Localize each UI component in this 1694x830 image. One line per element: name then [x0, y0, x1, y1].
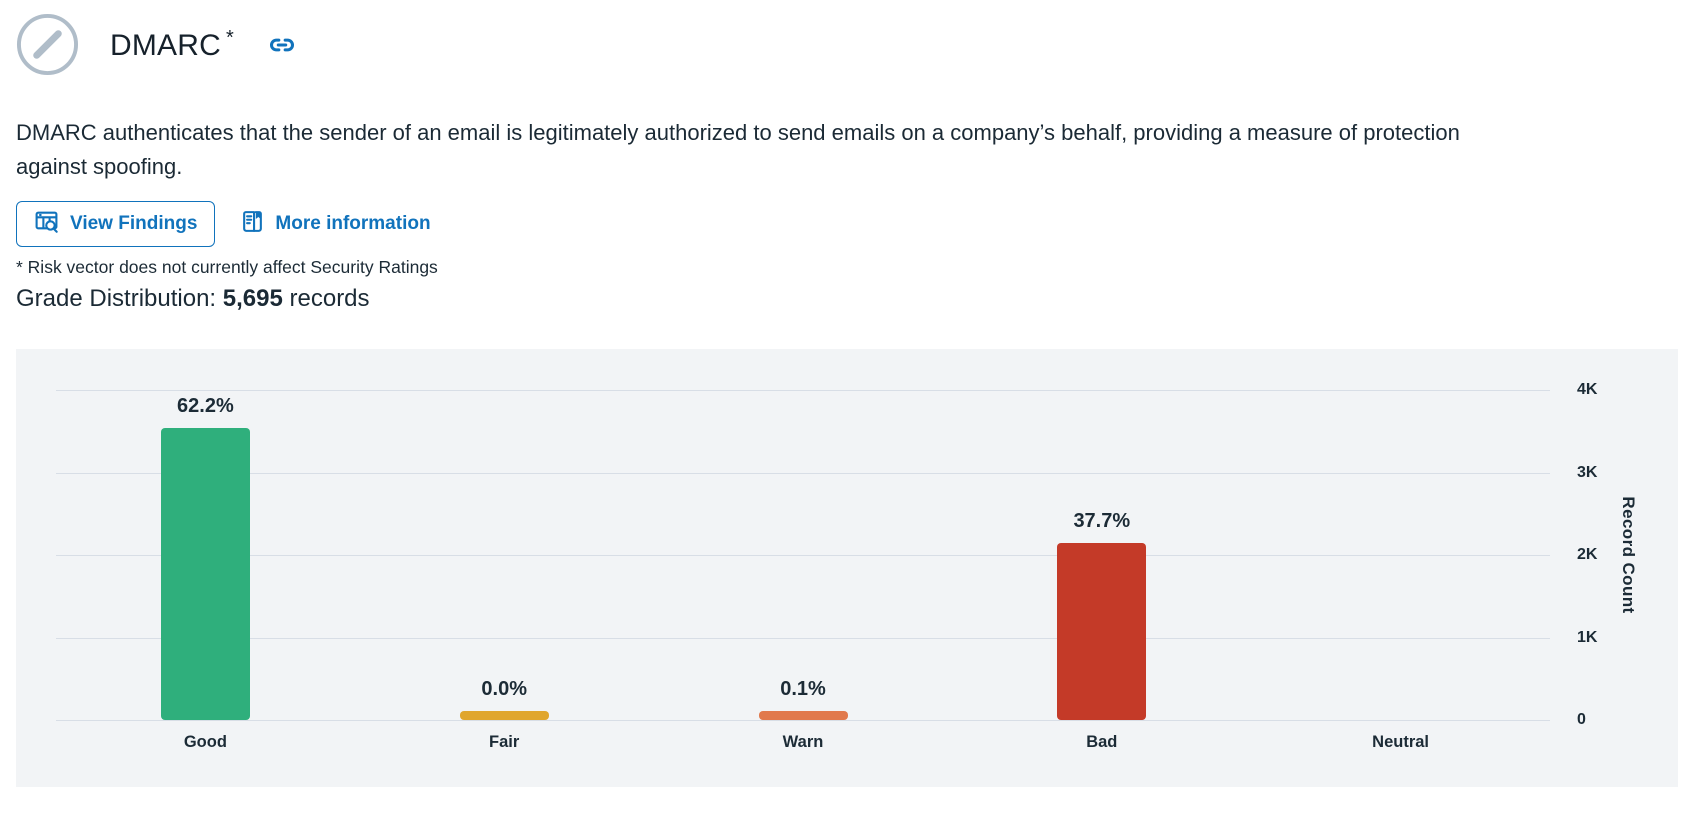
risk-vector-footnote: * Risk vector does not currently affect … [16, 257, 438, 277]
x-category-label-good: Good [183, 733, 227, 751]
bar-bad[interactable] [1057, 542, 1147, 720]
grade-distribution-heading: Grade Distribution: 5,695 records [16, 285, 1678, 313]
header: DMARC * [16, 13, 1678, 76]
more-information-label: More information [275, 213, 431, 234]
permalink-chain-icon[interactable] [268, 31, 296, 59]
dmarc-risk-vector-panel: DMARC * DMARC authenticates that the send… [16, 13, 1678, 787]
x-category-label-warn: Warn [782, 733, 824, 751]
bar-warn[interactable] [758, 711, 848, 720]
y-tick-label: 3K [1577, 463, 1598, 481]
grade-distribution-label: Grade Distribution: [16, 285, 217, 312]
bar-percent-label-good: 62.2% [177, 394, 234, 417]
risk-vector-description: DMARC authenticates that the sender of a… [16, 120, 1460, 179]
book-icon [240, 209, 265, 240]
gridline-3K [56, 472, 1550, 474]
findings-table-search-icon [34, 209, 59, 240]
x-category-label-fair: Fair [489, 733, 520, 751]
bar-percent-label-fair: 0.0% [481, 678, 527, 700]
bar-good[interactable] [160, 427, 250, 720]
more-information-link[interactable]: More information [240, 209, 431, 240]
record-count-value: 5,695 [222, 285, 283, 312]
x-category-label-neutral: Neutral [1372, 733, 1430, 751]
y-axis-title: Record Count [1619, 496, 1638, 614]
y-tick-label: 0 [1577, 711, 1586, 728]
bar-percent-label-warn: 0.1% [780, 678, 826, 700]
y-tick-label: 2K [1577, 546, 1598, 563]
records-suffix: records [289, 285, 370, 312]
view-findings-button[interactable]: View Findings [16, 201, 216, 247]
x-category-label-bad: Bad [1086, 733, 1118, 751]
actions-row: View Findings More information [16, 201, 1678, 247]
y-tick-label: 1K [1577, 628, 1598, 646]
title-asterisk: * [226, 26, 234, 49]
gridline-2K [56, 555, 1550, 556]
grade-distribution-chart: Record Count 0 1K 2K 3K 4K 62.2% Good 0.0% Fair 0… [16, 349, 1678, 787]
y-tick-label: 4K [1577, 381, 1598, 398]
view-findings-label: View Findings [70, 213, 198, 234]
bar-fair[interactable] [459, 711, 549, 720]
bar-percent-label-bad: 37.7% [1073, 509, 1131, 532]
gridline-1K [56, 637, 1550, 639]
gridline-0 [56, 720, 1550, 721]
gridline-4K [56, 390, 1550, 391]
no-grade-slash-circle-icon [16, 13, 79, 76]
page-title: DMARC * [110, 26, 234, 62]
